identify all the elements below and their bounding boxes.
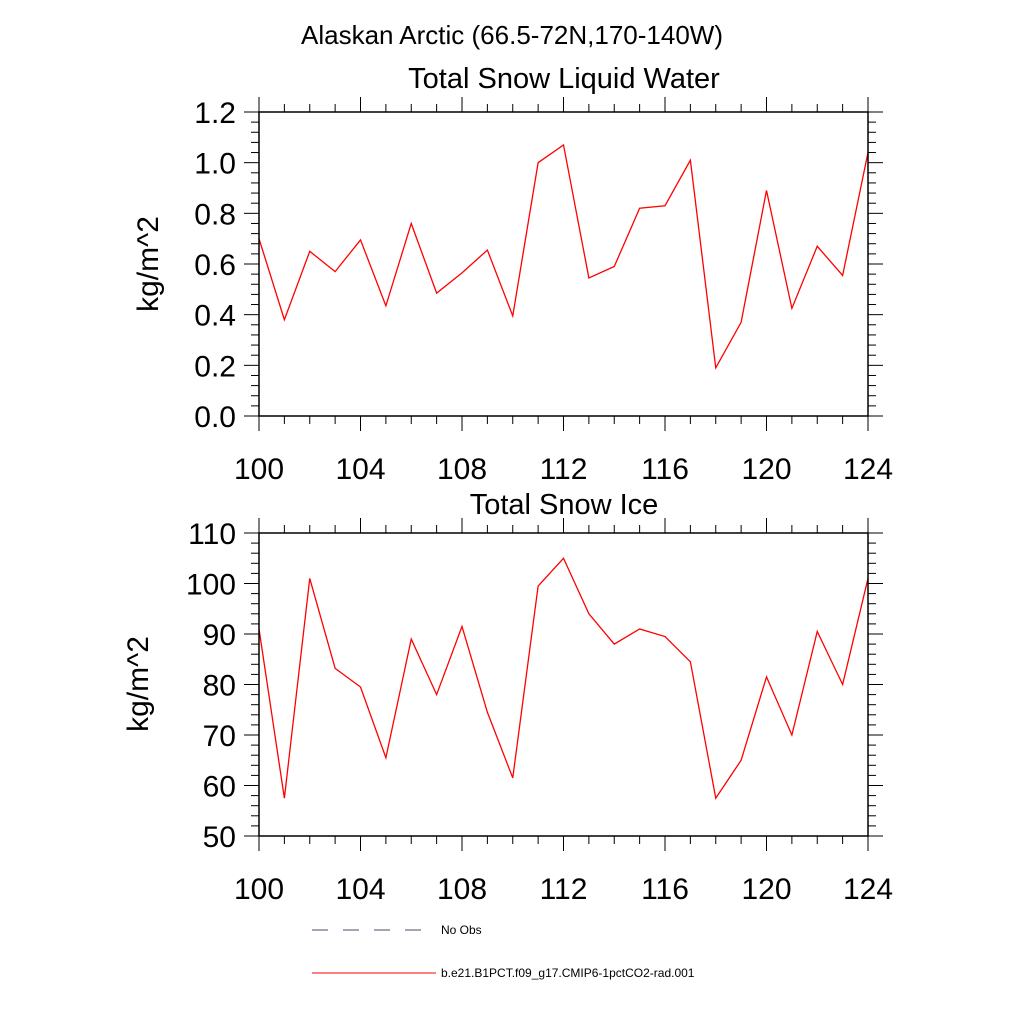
x-tick-label: 100 bbox=[234, 873, 284, 906]
y-tick-label: 60 bbox=[203, 771, 236, 804]
legend: No Obs b.e21.B1PCT.f09_g17.CMIP6-1pctCO2… bbox=[312, 923, 695, 980]
axis-ticks bbox=[244, 97, 883, 431]
y-tick-label: 0.2 bbox=[194, 350, 236, 383]
y-tick-labels: 50 60 70 80 90 100 110 bbox=[186, 518, 236, 854]
y-tick-label: 90 bbox=[203, 619, 236, 652]
x-tick-label: 124 bbox=[843, 453, 893, 486]
series-line bbox=[258, 557, 869, 800]
y-tick-label: 110 bbox=[188, 518, 236, 551]
x-tick-labels: 100 104 108 112 116 120 124 bbox=[234, 453, 893, 486]
x-tick-label: 116 bbox=[641, 453, 689, 486]
panel-title: Total Snow Liquid Water bbox=[408, 63, 720, 95]
x-tick-label: 124 bbox=[843, 873, 893, 906]
y-tick-label: 50 bbox=[203, 821, 236, 854]
axis-ticks bbox=[244, 518, 883, 851]
x-tick-labels: 100 104 108 112 116 120 124 bbox=[234, 873, 893, 906]
plot-frame bbox=[258, 111, 869, 417]
x-tick-label: 104 bbox=[335, 453, 385, 486]
legend-label-no-obs: No Obs bbox=[441, 923, 482, 937]
y-tick-label: 1.2 bbox=[194, 97, 236, 130]
y-tick-label: 1.0 bbox=[194, 148, 236, 181]
y-tick-label: 0.8 bbox=[194, 198, 236, 231]
x-tick-label: 104 bbox=[335, 873, 385, 906]
panel-snow-ice: Total Snow Ice kg/m^2 100 104 108 112 116 120… bbox=[122, 489, 893, 906]
series-line bbox=[258, 143, 869, 370]
x-tick-label: 108 bbox=[437, 453, 487, 486]
legend-label-model: b.e21.B1PCT.f09_g17.CMIP6-1pctCO2-rad.00… bbox=[441, 966, 695, 980]
y-tick-label: 100 bbox=[186, 569, 236, 602]
y-axis-label: kg/m^2 bbox=[132, 216, 165, 312]
x-tick-label: 112 bbox=[540, 453, 588, 486]
x-tick-label: 116 bbox=[641, 873, 689, 906]
x-tick-label: 120 bbox=[741, 453, 791, 486]
y-tick-label: 70 bbox=[203, 720, 236, 753]
x-tick-label: 100 bbox=[234, 453, 284, 486]
panel-snow-liquid-water: Total Snow Liquid Water kg/m^2 100 104 108… bbox=[132, 63, 893, 486]
panel-title: Total Snow Ice bbox=[470, 489, 659, 521]
y-tick-label: 0.0 bbox=[194, 401, 236, 434]
figure-title: Alaskan Arctic (66.5-72N,170-140W) bbox=[301, 20, 723, 50]
y-tick-label: 0.6 bbox=[194, 249, 236, 282]
y-axis-label: kg/m^2 bbox=[122, 636, 155, 732]
x-tick-label: 108 bbox=[437, 873, 487, 906]
y-tick-label: 0.4 bbox=[194, 300, 236, 333]
x-tick-label: 120 bbox=[741, 873, 791, 906]
x-tick-label: 112 bbox=[540, 873, 588, 906]
y-tick-labels: 0.0 0.2 0.4 0.6 0.8 1.0 1.2 bbox=[194, 97, 236, 434]
plot-frame bbox=[258, 532, 869, 837]
y-tick-label: 80 bbox=[203, 670, 236, 703]
